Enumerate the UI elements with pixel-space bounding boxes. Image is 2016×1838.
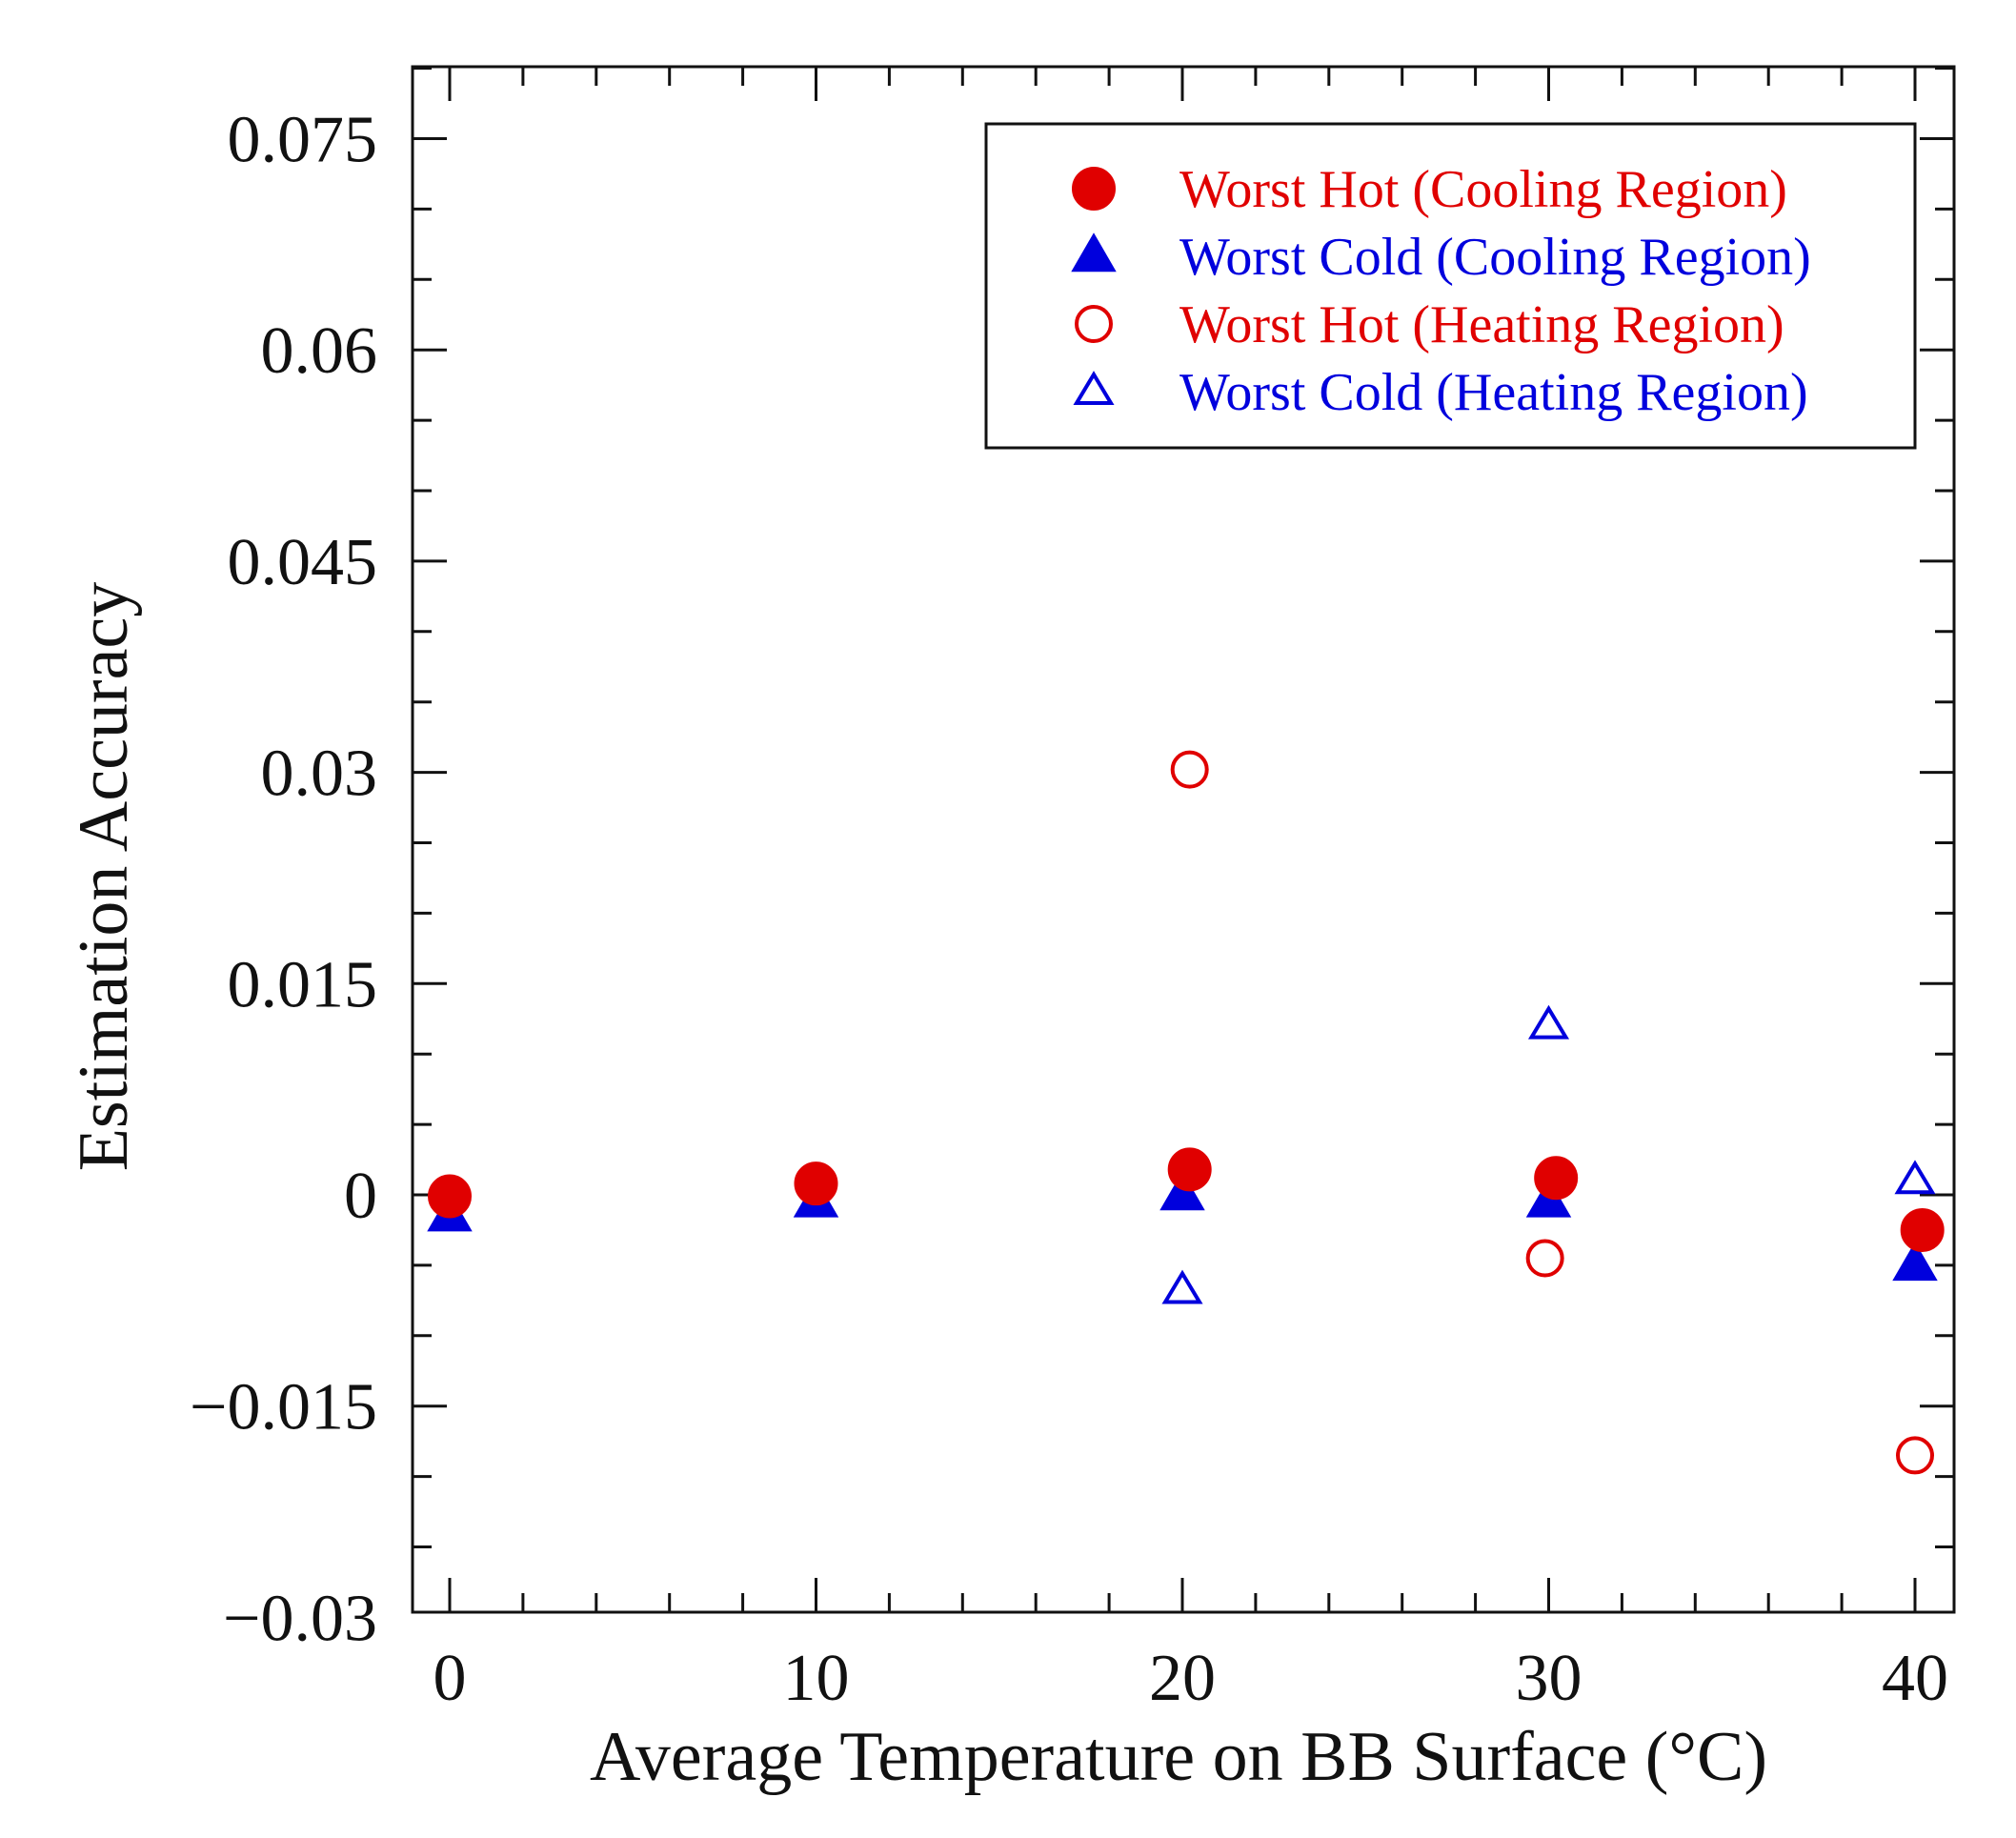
data-point [1159,1171,1205,1211]
legend: Worst Hot (Cooling Region) Worst Cold (Co… [984,122,1917,450]
legend-marker [1075,305,1113,343]
legend-marker [1072,167,1116,211]
data-point [428,1174,472,1219]
ticks [413,67,1954,1612]
data-point [1894,1160,1936,1195]
legend-label: Worst Hot (Cooling Region) [1179,160,1787,219]
y-tick-label: 0.03 [261,737,378,811]
y-tick-label: −0.015 [190,1371,377,1444]
legend-box [984,122,1917,450]
x-tick-label: 30 [1516,1642,1583,1715]
data-point [1170,750,1209,789]
data-point [1527,1004,1570,1040]
data-point [1900,1207,1945,1252]
y-tick-label: 0.015 [228,948,378,1021]
y-axis-title: Estimation Accuracy [65,582,143,1172]
x-axis-title: Average Temperature on BB Surface (°C) [590,1718,1767,1796]
x-tick-label: 40 [1882,1642,1948,1715]
y-tick-label: 0.045 [228,526,378,599]
tick-labels: 0 10 20 30 40 −0.03 −0.015 0 0.015 0.03 0.045 0.06 0… [190,104,1948,1716]
x-tick-label: 0 [433,1642,467,1715]
legend-marker [1071,232,1117,273]
legend-label: Worst Cold (Cooling Region) [1179,228,1811,287]
x-tick-label: 20 [1149,1642,1216,1715]
data-point [1534,1156,1579,1201]
data-point [1525,1239,1564,1278]
data-point [1896,1436,1934,1475]
y-tick-label: −0.03 [223,1582,377,1655]
y-tick-label: 0.075 [228,104,378,177]
legend-label: Worst Hot (Heating Region) [1179,295,1784,354]
data-point [794,1161,838,1206]
y-tick-label: 0 [344,1160,377,1233]
data-point [1167,1147,1212,1192]
y-tick-label: 0.06 [261,314,378,388]
data-point [1892,1242,1938,1282]
data-point [1161,1269,1203,1304]
x-tick-label: 10 [783,1642,850,1715]
data-points [427,750,1945,1475]
legend-label: Worst Cold (Heating Region) [1179,363,1808,422]
legend-marker [1073,371,1115,405]
